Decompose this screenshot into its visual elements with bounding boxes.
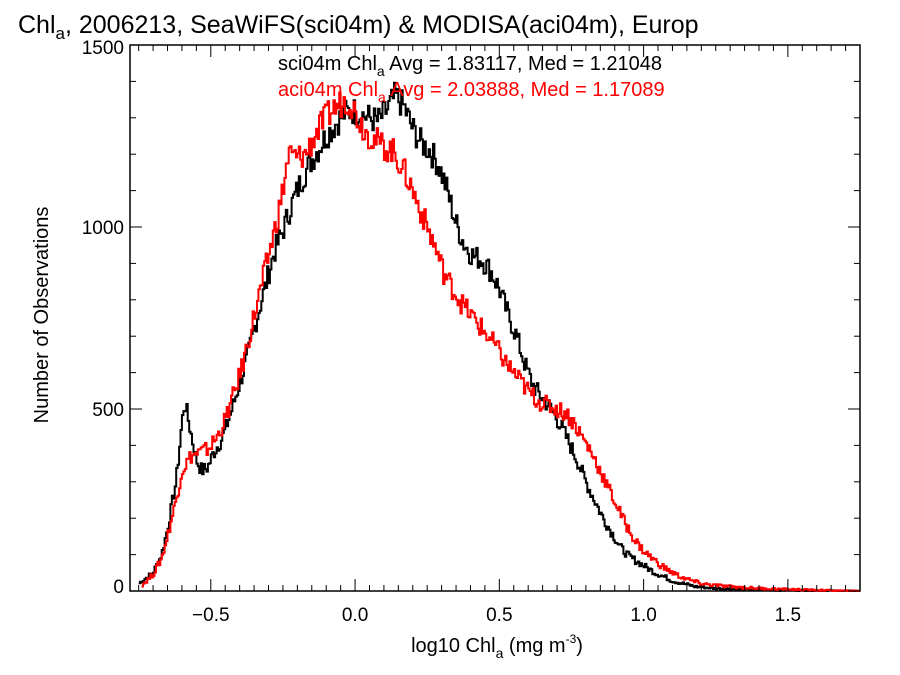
axis-ticks: [130, 44, 861, 592]
x-axis-label: log10 Chla (mg m-3): [411, 632, 583, 661]
y-tick-label: 1000: [82, 218, 124, 239]
y-tick-label: 1500: [82, 38, 124, 59]
x-tick-label: 0.5: [486, 605, 512, 626]
series-line-sci04m: [138, 81, 860, 592]
x-tick-label: 1.5: [775, 605, 801, 626]
series-line-aci04m: [141, 91, 860, 592]
series-stat-aci04m: aci04m Chla Avg = 2.03888, Med = 1.17089: [278, 79, 665, 105]
x-tick-label: −0.5: [192, 605, 230, 626]
axis-tick-labels: −0.5 0.0 0.5 1.0 1.5 0 500 1000 1500: [82, 38, 801, 626]
y-axis-label: Number of Observations: [31, 207, 53, 424]
y-tick-label: 500: [92, 400, 124, 421]
plot-frame: [129, 44, 861, 592]
y-tick-label: 0: [113, 577, 124, 598]
x-tick-label: 1.0: [630, 605, 656, 626]
chart-title: Chla, 2006213, SeaWiFS(sci04m) & MODISA(…: [18, 11, 699, 43]
x-tick-label: 0.0: [342, 605, 368, 626]
series-lines: [138, 81, 860, 592]
series-stat-sci04m: sci04m Chla Avg = 1.83117, Med = 1.21048: [278, 53, 662, 79]
